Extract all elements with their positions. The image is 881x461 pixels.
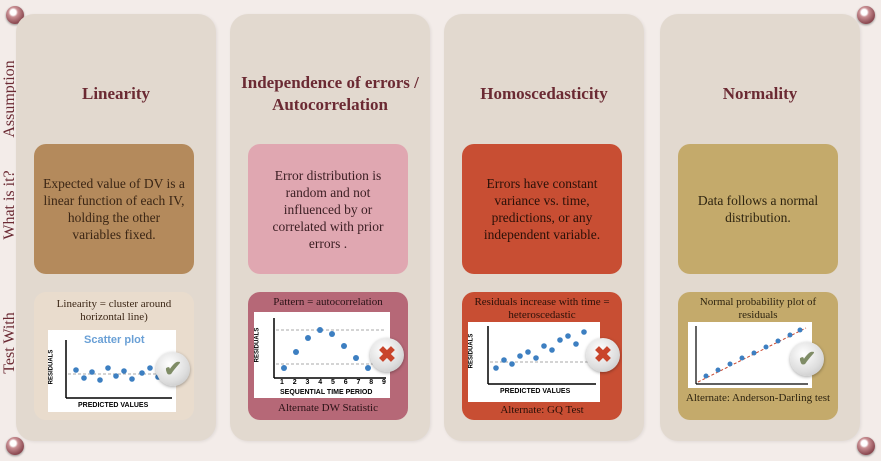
description-box: Expected value of DV is a linear functio… (34, 144, 194, 274)
column-independence: Independence of errors / Autocorrelation… (230, 14, 430, 441)
x-tick-label: 4 (318, 379, 323, 386)
plot-title: Scatter plot (84, 334, 145, 346)
x-tick-label: 7 (356, 379, 361, 386)
test-caption: Normal probability plot of residuals (699, 296, 817, 321)
test-caption: Linearity = cluster around horizontal li… (56, 298, 172, 323)
test-box: Normal probability plot of residuals ✔ A… (678, 292, 838, 420)
x-tick-label: 3 (305, 379, 310, 386)
column-linearity: Linearity Expected value of DV is a line… (16, 14, 216, 441)
heteroscedastic-plot: RESIDUALS PREDICTED VALUES (468, 322, 600, 402)
alternate-test-caption: Alternate DW Statistic (278, 402, 378, 414)
check-icon: ✔ (156, 352, 190, 386)
test-box: Residuals increase with time = heterosce… (462, 292, 622, 420)
scatter-plot: Scatter plot RESIDUALS PREDICTED VALUES (48, 330, 176, 412)
column-normality: Normality Data follows a normal distribu… (660, 14, 860, 441)
description-box: Data follows a normal distribution. (678, 144, 838, 274)
y-axis-label: RESIDUALS (48, 349, 55, 385)
x-tick-label: 2 (292, 379, 297, 386)
test-caption: Residuals increase with time = heterosce… (474, 296, 610, 321)
x-axis-label: SEQUENTIAL TIME PERIOD (280, 389, 373, 396)
x-tick-label: 5 (331, 379, 335, 386)
cross-icon: ✖ (586, 338, 620, 372)
pin-icon (6, 437, 24, 455)
description-box: Error distribution is random and not inf… (248, 144, 408, 274)
column-title: Normality (722, 84, 798, 103)
x-axis-label: PREDICTED VALUES (500, 388, 571, 395)
pin-icon (857, 6, 875, 24)
y-axis-label: RESIDUALS (468, 333, 475, 369)
y-axis-label: RESIDUALS (254, 327, 261, 363)
column-title: Linearity (82, 84, 150, 103)
alternate-test-caption: Alternate: Anderson-Darling test (685, 392, 831, 404)
test-caption: Pattern = autocorrelation (273, 296, 383, 308)
pin-icon (857, 437, 875, 455)
description-box: Errors have constant variance vs. time, … (462, 144, 622, 274)
alternate-test-caption: Alternate: GQ Test (500, 404, 584, 416)
test-box: Linearity = cluster around horizontal li… (34, 292, 194, 420)
x-axis-label: PREDICTED VALUES (78, 402, 149, 409)
x-tick-label: 6 (343, 379, 348, 386)
x-tick-labels: 1 2 3 4 5 6 7 8 9 (280, 379, 386, 386)
column-title: Homoscedasticity (480, 84, 608, 103)
x-tick-label: 8 (369, 379, 374, 386)
cross-icon: ✖ (370, 338, 404, 372)
column-title: Independence of errors / Autocorrelation (241, 73, 419, 114)
x-tick-label: 9 (382, 379, 386, 386)
autocorrelation-plot: RESIDUALS 1 2 3 4 5 6 7 8 9 SEQUENTIAL T… (254, 312, 390, 398)
test-box: Pattern = autocorrelation RESIDUALS 1 2 … (248, 292, 408, 420)
column-homoscedasticity: Homoscedasticity Errors have constant va… (444, 14, 644, 441)
x-tick-label: 1 (280, 379, 284, 386)
check-icon: ✔ (790, 342, 824, 376)
